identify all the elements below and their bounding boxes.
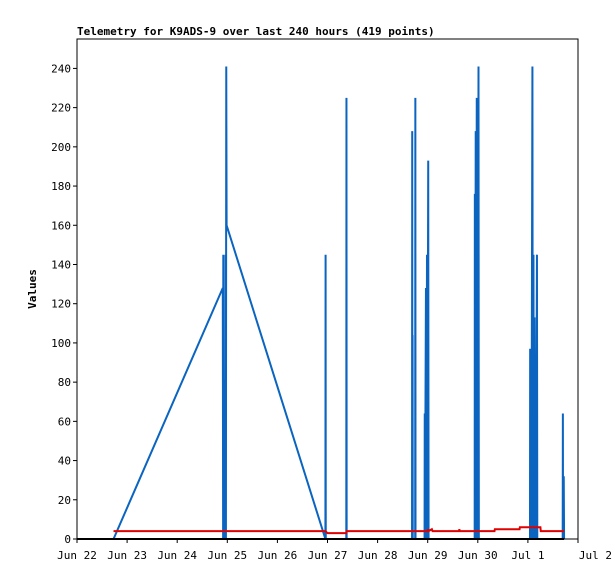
x-tick-label: Jun 25 [207,549,247,562]
x-tick-label: Jun 22 [57,549,97,562]
x-tick-label: Jun 24 [157,549,197,562]
series-line-1 [112,66,566,540]
x-tick-label: Jun 30 [458,549,498,562]
y-tick-label: 40 [58,455,71,468]
y-tick-label: 200 [51,141,71,154]
y-tick-label: 100 [51,337,71,350]
x-tick-label: Jun 26 [258,549,298,562]
x-axis: Jun 22 Jun 23 Jun 24 Jun 25 Jun 26 Jun 27 Jun … [57,539,612,562]
y-tick-label: 60 [58,415,71,428]
series-line-2 [113,526,565,535]
x-tick-label: Jun 27 [308,549,348,562]
x-tick-label: Jun 29 [408,549,448,562]
y-axis: 0 20 40 60 80 100 120 140 160 180 200 220 240 [51,62,77,546]
x-tick-label: Jul 1 [511,549,544,562]
x-tick-label: Jul 2 [579,549,612,562]
chart-title: Telemetry for K9ADS-9 over last 240 hour… [77,25,435,38]
y-tick-label: 180 [51,180,71,193]
y-tick-label: 120 [51,298,71,311]
y-tick-label: 240 [51,62,71,75]
y-tick-label: 140 [51,258,71,271]
x-tick-label: Jun 28 [358,549,398,562]
y-tick-label: 20 [58,494,71,507]
y-tick-label: 0 [64,533,71,546]
y-tick-label: 160 [51,219,71,232]
y-tick-label: 80 [58,376,71,389]
y-tick-label: 220 [51,102,71,115]
y-axis-label: Values [26,269,39,309]
x-tick-label: Jun 23 [107,549,147,562]
